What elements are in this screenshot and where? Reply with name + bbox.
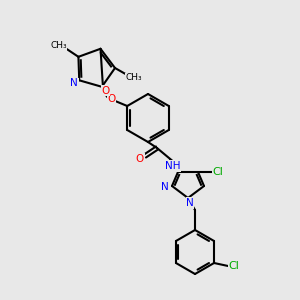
Text: O: O: [136, 154, 144, 164]
Text: O: O: [107, 94, 115, 104]
Text: CH₃: CH₃: [50, 41, 67, 50]
Text: Cl: Cl: [213, 167, 224, 177]
Text: N: N: [70, 78, 78, 88]
Text: N: N: [161, 182, 169, 192]
Text: CH₃: CH₃: [126, 74, 142, 82]
Text: NH: NH: [165, 161, 181, 171]
Text: O: O: [102, 86, 110, 96]
Text: Cl: Cl: [229, 261, 239, 271]
Text: N: N: [186, 198, 194, 208]
